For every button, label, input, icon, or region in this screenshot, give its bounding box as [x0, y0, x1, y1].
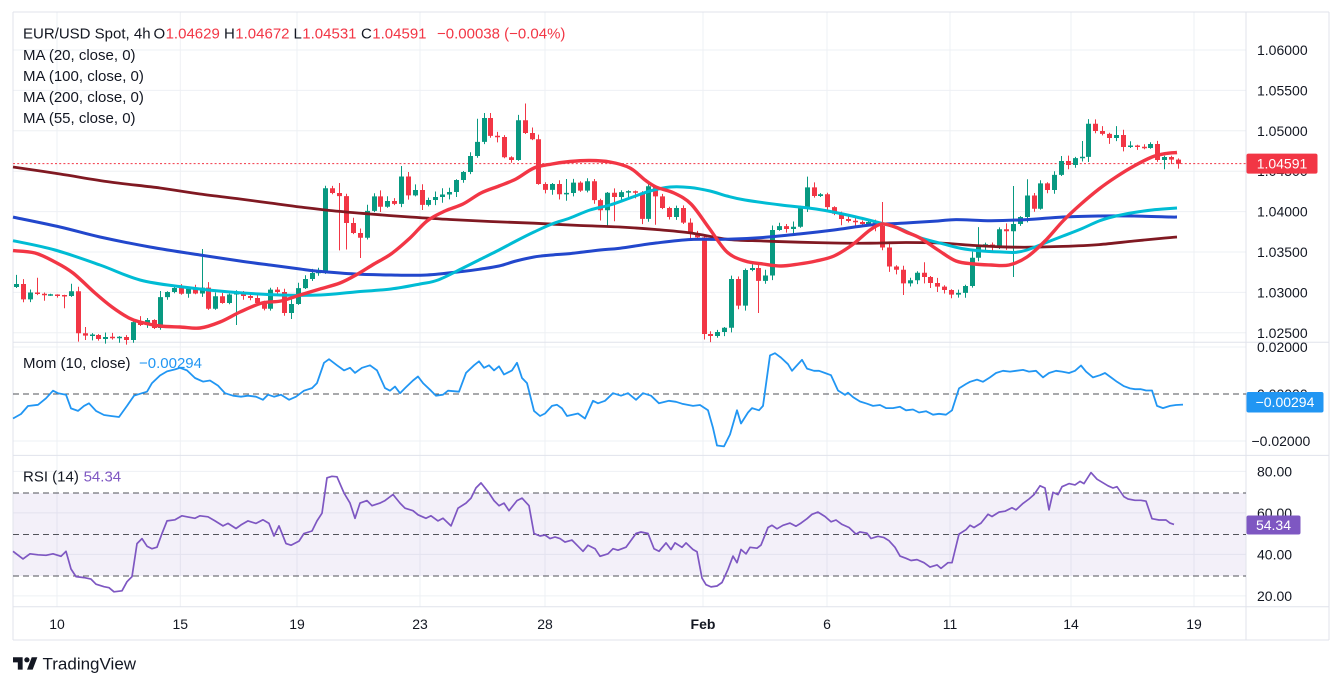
svg-text:15: 15	[173, 616, 189, 632]
svg-text:Feb: Feb	[691, 616, 716, 632]
svg-text:23: 23	[412, 616, 428, 632]
svg-text:MA (55, close, 0): MA (55, close, 0)	[23, 110, 136, 127]
svg-text:1.04531: 1.04531	[302, 25, 356, 42]
svg-text:−0.00038 (−0.04%): −0.00038 (−0.04%)	[437, 25, 565, 42]
svg-text:20.00: 20.00	[1257, 588, 1292, 604]
svg-text:0.02000: 0.02000	[1257, 339, 1308, 355]
svg-text:19: 19	[1186, 616, 1202, 632]
svg-text:1.05500: 1.05500	[1257, 82, 1308, 98]
svg-text:EUR/USD Spot, 4h: EUR/USD Spot, 4h	[23, 25, 151, 42]
svg-text:MA (200, close, 0): MA (200, close, 0)	[23, 89, 144, 106]
svg-text:C: C	[361, 25, 372, 42]
svg-text:1.04591: 1.04591	[372, 25, 426, 42]
svg-text:1.04629: 1.04629	[166, 25, 220, 42]
svg-text:10: 10	[49, 616, 65, 632]
svg-text:Mom (10, close): Mom (10, close)	[23, 355, 131, 372]
svg-text:6: 6	[823, 616, 831, 632]
svg-text:1.04000: 1.04000	[1257, 204, 1308, 220]
svg-text:L: L	[294, 25, 302, 42]
svg-text:1.04591: 1.04591	[1257, 156, 1308, 172]
svg-text:1.06000: 1.06000	[1257, 42, 1308, 58]
svg-text:19: 19	[289, 616, 305, 632]
svg-text:TradingView: TradingView	[43, 654, 137, 673]
svg-text:28: 28	[537, 616, 553, 632]
svg-text:1.05000: 1.05000	[1257, 123, 1308, 139]
svg-text:80.00: 80.00	[1257, 463, 1292, 479]
svg-text:−0.00294: −0.00294	[139, 355, 202, 372]
svg-text:54.34: 54.34	[1256, 517, 1291, 533]
svg-text:1.03500: 1.03500	[1257, 244, 1308, 260]
svg-text:−0.00294: −0.00294	[1256, 394, 1315, 410]
svg-text:40.00: 40.00	[1257, 546, 1292, 562]
svg-text:54.34: 54.34	[84, 469, 122, 486]
svg-text:H: H	[224, 25, 235, 42]
svg-text:1.03000: 1.03000	[1257, 284, 1308, 300]
svg-text:11: 11	[943, 616, 958, 632]
svg-text:14: 14	[1063, 616, 1079, 632]
svg-text:RSI (14): RSI (14)	[23, 469, 79, 486]
svg-text:O: O	[154, 25, 166, 42]
svg-text:MA (20, close, 0): MA (20, close, 0)	[23, 47, 136, 64]
svg-text:−0.02000: −0.02000	[1252, 433, 1311, 449]
svg-text:1.02500: 1.02500	[1257, 325, 1308, 341]
svg-text:MA (100, close, 0): MA (100, close, 0)	[23, 68, 144, 85]
svg-text:1.04672: 1.04672	[235, 25, 289, 42]
